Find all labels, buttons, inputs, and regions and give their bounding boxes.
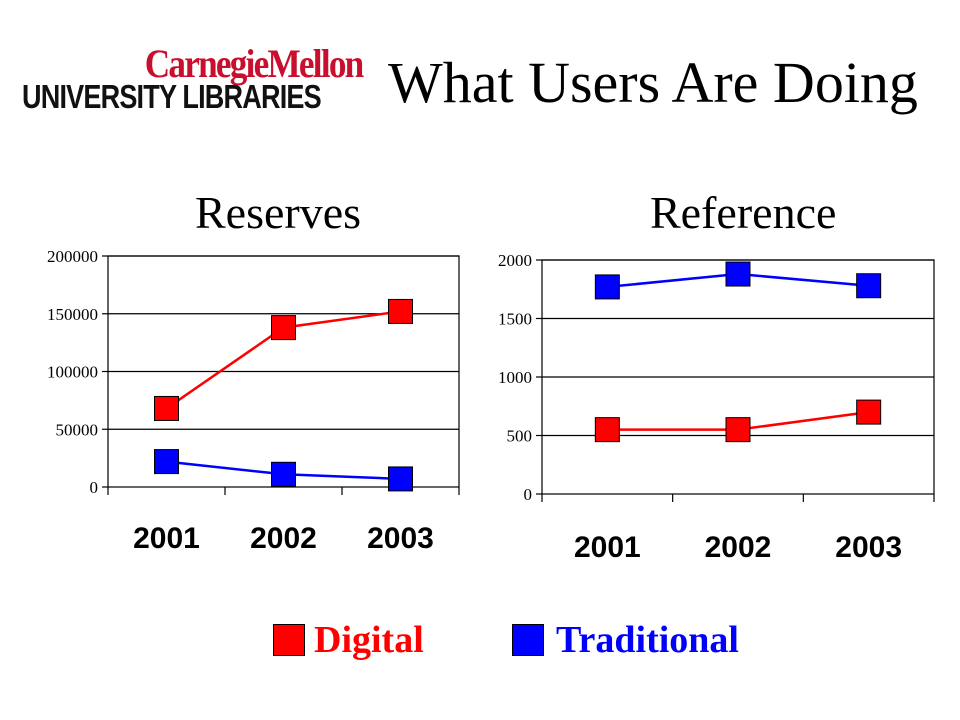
- reserves-traditional-point: [271, 461, 296, 487]
- reserves-y-tick-label: 0: [90, 478, 99, 497]
- reserves-x-tick-label: 2003: [367, 522, 434, 555]
- reference-y-tick-label: 500: [507, 427, 533, 446]
- reference-traditional-point: [725, 261, 751, 287]
- traditional-legend-label: Traditional: [556, 619, 739, 661]
- reserves-x-tick-label: 2001: [133, 522, 200, 555]
- reference-y-tick-label: 2000: [498, 251, 532, 270]
- reference-digital-point: [594, 417, 620, 443]
- reference-x-tick-label: 2003: [835, 531, 902, 564]
- reserves-y-tick-label: 200000: [47, 247, 98, 266]
- reserves-x-tick-label: 2002: [250, 522, 317, 555]
- reserves-digital-point: [154, 395, 179, 421]
- reserves-digital-point: [388, 298, 413, 324]
- reserves-y-tick-label: 100000: [47, 363, 98, 382]
- reserves-plot-area: [107, 255, 460, 488]
- carnegie-mellon-libraries-logo: CarnegieMellon UNIVERSITY LIBRARIES: [22, 41, 364, 115]
- reserves-traditional-point: [154, 449, 179, 475]
- reference-plot-area: [541, 259, 935, 495]
- reserves-digital-point: [271, 315, 296, 341]
- reference-y-tick-label: 1500: [498, 310, 532, 329]
- slide-title: What Users Are Doing: [388, 50, 918, 115]
- logo-line-1: CarnegieMellon: [144, 41, 364, 86]
- reference-y-tick-label: 1000: [498, 368, 532, 387]
- reference-x-tick-label: 2001: [574, 531, 641, 564]
- reference-digital-point: [725, 417, 751, 443]
- reserves-y-tick-label: 150000: [47, 305, 98, 324]
- reference-y-tick-label: 0: [524, 485, 533, 504]
- reserves-chart-title: Reserves: [195, 187, 362, 238]
- reference-chart-title: Reference: [650, 187, 837, 238]
- reference-traditional-point: [594, 274, 620, 300]
- reference-digital-point: [856, 399, 882, 425]
- reference-x-tick-label: 2002: [705, 531, 772, 564]
- reference-traditional-point: [856, 273, 882, 299]
- traditional-legend-swatch: [512, 624, 544, 656]
- digital-legend-swatch: [273, 624, 305, 656]
- reserves-traditional-point: [388, 466, 413, 492]
- logo-line-2: UNIVERSITY LIBRARIES: [22, 78, 322, 115]
- reserves-y-tick-label: 50000: [56, 420, 99, 439]
- digital-legend-label: Digital: [314, 619, 424, 661]
